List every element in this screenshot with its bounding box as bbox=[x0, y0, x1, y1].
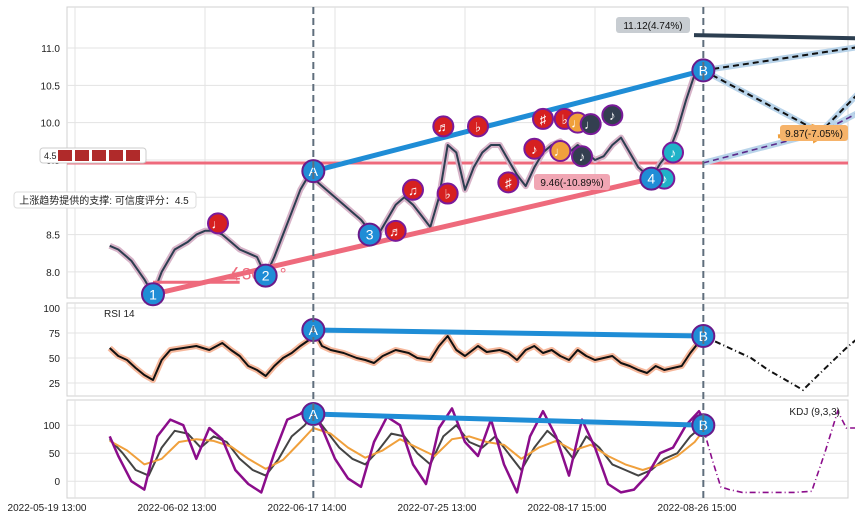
support-score-value: 4.5 bbox=[44, 151, 57, 161]
note-marker-circle bbox=[523, 137, 546, 160]
price-y-tick-label: 10.0 bbox=[41, 119, 61, 130]
x-tick-label: 2022-05-19 13:00 bbox=[8, 503, 87, 514]
wave-point-label: 2 bbox=[262, 268, 270, 284]
rsi-panel-title: RSI 14 bbox=[104, 309, 135, 320]
rsi-point-circle bbox=[691, 324, 716, 348]
rsi-y-tick-label: 50 bbox=[49, 354, 61, 365]
price-y-tick-label: 8.5 bbox=[46, 231, 60, 242]
note-marker-circle bbox=[571, 145, 593, 168]
note-marker-circle bbox=[436, 182, 459, 205]
support-score-star bbox=[126, 150, 140, 161]
rsi-panel: AB bbox=[107, 318, 855, 392]
note-marker-glyph: ♬ bbox=[389, 224, 402, 239]
wave-point-label: B bbox=[699, 62, 708, 78]
rsi-y-tick-label: 100 bbox=[43, 304, 60, 315]
x-tick-label: 2022-07-25 13:00 bbox=[398, 503, 477, 514]
rsi-line bbox=[109, 329, 705, 381]
wave-point-circle bbox=[691, 58, 716, 83]
note-marker-circle bbox=[662, 141, 684, 164]
note-marker-circle bbox=[579, 113, 602, 136]
note-marker-glyph: ♭ bbox=[562, 112, 568, 127]
note-marker-glyph: ♯ bbox=[505, 175, 512, 190]
upper-trend-line bbox=[312, 68, 704, 174]
callout-box-high bbox=[616, 17, 690, 33]
note-marker-circle bbox=[601, 104, 624, 127]
wave-point-circle bbox=[301, 159, 326, 184]
wave-point-label: 4 bbox=[647, 171, 655, 187]
annotation-overlay: 11.12(4.74%) 9.87(-7.05%) 9.46(-10.89%) 上涨趋… bbox=[13, 7, 855, 498]
note-marker-glyph: ♫ bbox=[408, 183, 418, 198]
note-marker-glyph: ♯ bbox=[540, 112, 547, 127]
axis-ticks: 8.08.59.09.510.010.511.02550751000501002… bbox=[8, 44, 737, 514]
callout-text-high: 11.12(4.74%) bbox=[623, 21, 682, 32]
note-marker-glyph: ♩ bbox=[554, 144, 567, 159]
wave-point-label: 1 bbox=[149, 286, 157, 302]
x-tick-label: 2022-06-02 13:00 bbox=[138, 503, 217, 514]
x-tick-label: 2022-06-17 14:00 bbox=[268, 503, 347, 514]
wave-point-label: A bbox=[309, 163, 319, 179]
price-y-tick-label: 10.5 bbox=[41, 81, 61, 92]
kdj-y-tick-label: 100 bbox=[43, 421, 60, 432]
wave-point-circle bbox=[639, 166, 664, 191]
note-marker-circle bbox=[549, 140, 572, 163]
price-line bbox=[109, 73, 700, 296]
rsi-trend-line bbox=[313, 327, 704, 339]
projection-path-up bbox=[703, 46, 855, 72]
kdj-y-tick-label: 50 bbox=[49, 449, 61, 460]
price-y-tick-label: 11.0 bbox=[41, 44, 60, 55]
rsi-point-label: B bbox=[699, 328, 708, 344]
wave-point-circle bbox=[141, 282, 165, 307]
support-label-box bbox=[13, 191, 197, 209]
support-label-text: 上涨趋势提供的支撑: 可信度评分：4.5 bbox=[19, 194, 189, 207]
note-marker-circle bbox=[207, 212, 229, 235]
support-score-star bbox=[58, 150, 72, 161]
callout-text-mid: 9.87(-7.05%) bbox=[785, 129, 843, 140]
note-marker-circle bbox=[432, 115, 455, 138]
note-marker-glyph: ♩ bbox=[584, 117, 597, 132]
note-marker-glyph: ♭ bbox=[475, 119, 481, 134]
x-tick-label: 2022-08-17 15:00 bbox=[528, 503, 607, 514]
note-marker-glyph: ♪ bbox=[531, 142, 538, 157]
note-marker-glyph: ♪ bbox=[609, 108, 616, 123]
price-y-tick-label: 8.0 bbox=[46, 268, 60, 279]
note-marker-glyph: ♩ bbox=[212, 216, 225, 231]
kdj-line-d bbox=[109, 427, 705, 471]
callout-box-mid bbox=[780, 125, 848, 141]
note-marker-circle bbox=[497, 171, 520, 194]
note-marker-circle bbox=[532, 107, 554, 130]
kdj-trend-line bbox=[313, 411, 704, 428]
note-marker-circle bbox=[467, 115, 489, 138]
note-marker-glyph: ♪ bbox=[670, 146, 677, 161]
note-marker-glyph: ♭ bbox=[445, 187, 451, 202]
wave-point-circle bbox=[357, 222, 382, 247]
callout-box-low bbox=[534, 174, 610, 190]
wave-point-circle bbox=[253, 263, 278, 288]
x-tick-label: 2022-08-26 15:00 bbox=[658, 503, 737, 514]
rsi-y-tick-label: 75 bbox=[49, 329, 61, 340]
note-marker-circle bbox=[402, 178, 424, 201]
note-marker-glyph: ♪ bbox=[579, 149, 586, 164]
support-score-star bbox=[75, 150, 89, 161]
kdj-panel-frame bbox=[66, 399, 849, 499]
kdj-projection-line bbox=[702, 409, 855, 494]
note-marker-circle bbox=[384, 219, 407, 242]
wave-point-label: 3 bbox=[366, 227, 374, 243]
support-score-star bbox=[109, 150, 123, 161]
rsi-projection-line bbox=[702, 335, 855, 392]
note-marker-glyph: ♪ bbox=[661, 172, 668, 187]
kdj-panel-title: KDJ (9,3,3) bbox=[789, 407, 840, 418]
kdj-y-tick-label: 0 bbox=[54, 477, 60, 488]
callout-arrow-high bbox=[693, 33, 855, 41]
rsi-y-tick-label: 25 bbox=[49, 379, 61, 390]
callout-text-low: 9.46(-10.89%) bbox=[540, 178, 603, 189]
note-marker-glyph: ♬ bbox=[437, 119, 450, 134]
support-score-star bbox=[92, 150, 106, 161]
kdj-line-j bbox=[108, 404, 705, 494]
